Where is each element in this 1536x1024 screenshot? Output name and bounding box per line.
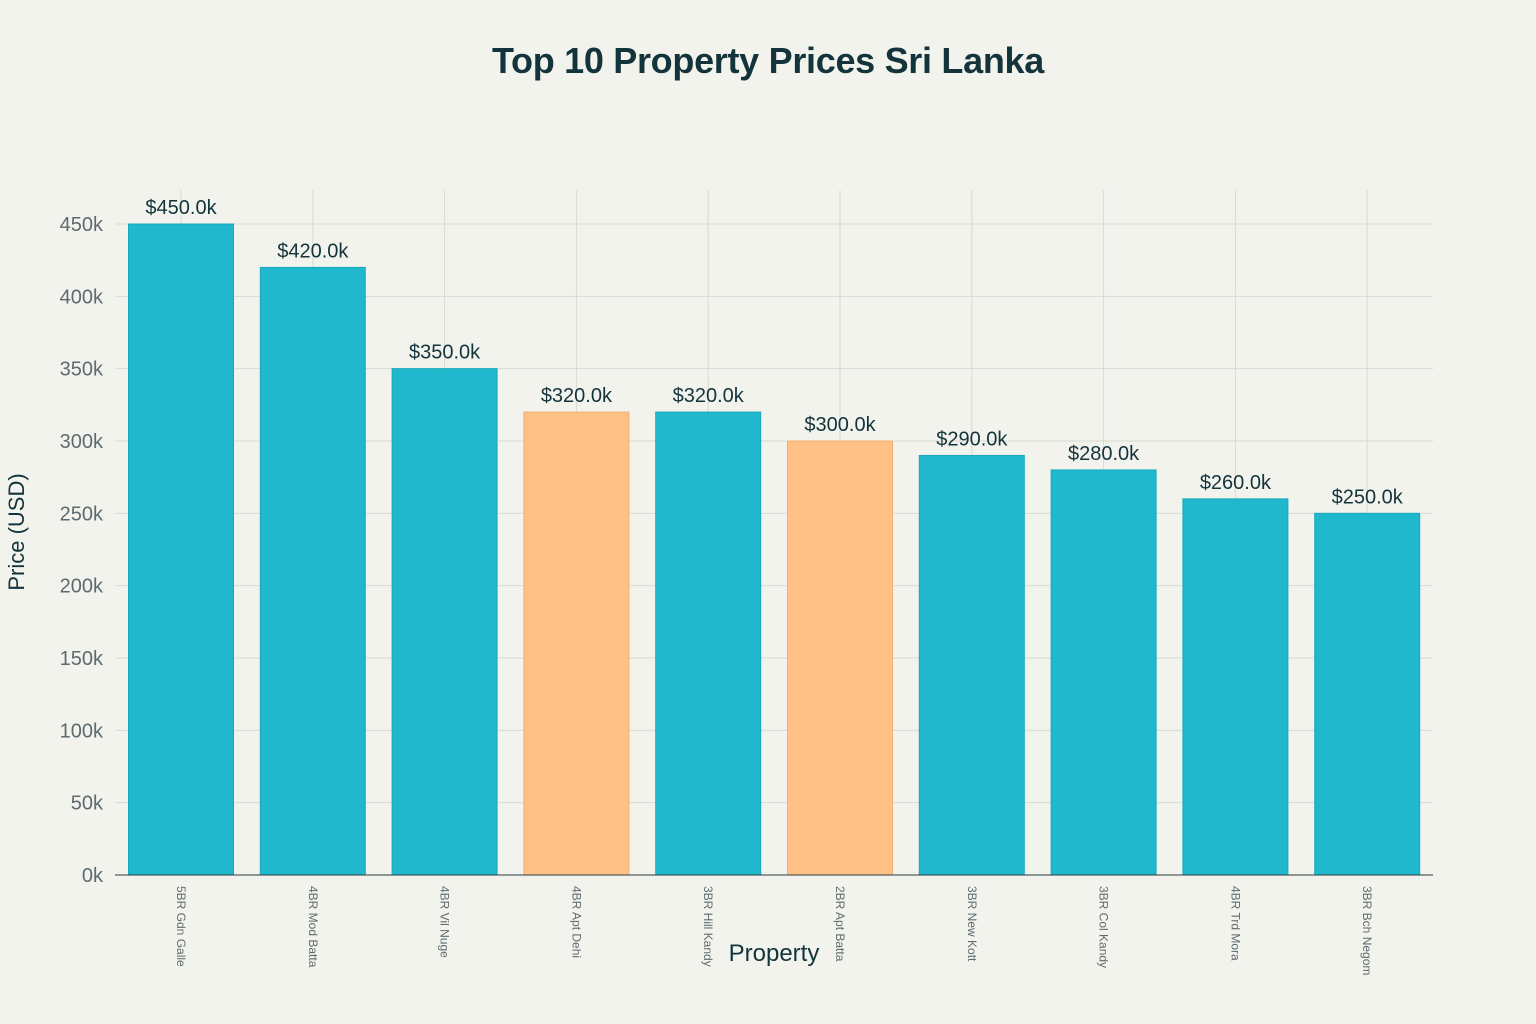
y-tick-label: 150k <box>60 648 104 670</box>
x-tick-label: 2BR Apt Batta <box>833 886 847 962</box>
x-tick-label: 3BR Bch Negom <box>1360 886 1374 975</box>
bar[interactable] <box>1182 498 1289 876</box>
data-label: $350.0k <box>409 342 481 364</box>
data-label: $290.0k <box>936 428 1008 450</box>
y-tick-label: 200k <box>60 576 104 598</box>
x-tick-label: 3BR Hill Kandy <box>701 886 715 967</box>
y-tick-label: 450k <box>60 214 104 236</box>
bar[interactable] <box>259 266 366 876</box>
x-tick-label: 4BR Apt Dehi <box>569 886 583 958</box>
x-tick-label: 4BR Vil Nuge <box>438 886 452 958</box>
data-label: $250.0k <box>1332 486 1404 508</box>
x-tick-label: 4BR Mod Batta <box>306 886 320 968</box>
y-tick-label: 100k <box>60 720 104 742</box>
bar[interactable] <box>1050 469 1157 876</box>
x-tick-label: 3BR Col Kandy <box>1097 886 1111 968</box>
y-tick-label: 50k <box>71 793 104 815</box>
bars <box>128 223 1421 876</box>
y-tick-label: 300k <box>60 431 104 453</box>
y-tick-label: 250k <box>60 503 104 525</box>
x-tick-label: 3BR New Kott <box>965 886 979 962</box>
y-axis-title: Price (USD) <box>4 473 29 590</box>
y-tick-label: 400k <box>60 286 104 308</box>
bar[interactable] <box>523 411 630 876</box>
data-label: $260.0k <box>1200 472 1272 494</box>
bar[interactable] <box>655 411 762 876</box>
bar[interactable] <box>1314 512 1421 876</box>
data-labels: $450.0k $420.0k $350.0k $320.0k $320.0k $300.… <box>145 197 1403 508</box>
data-label: $420.0k <box>277 240 349 262</box>
bar[interactable] <box>787 440 893 876</box>
y-tick-label: 0k <box>82 865 104 887</box>
x-axis-ticks: 5BR Gdn Galle 4BR Mod Batta 4BR Vil Nuge 4B… <box>174 886 1374 975</box>
data-label: $320.0k <box>673 385 745 407</box>
data-label: $280.0k <box>1068 443 1140 465</box>
chart-title: Top 10 Property Prices Sri Lanka <box>492 40 1044 81</box>
y-tick-label: 350k <box>60 359 104 381</box>
data-label: $300.0k <box>804 414 876 436</box>
x-tick-label: 4BR Trd Mora <box>1228 886 1242 961</box>
y-axis-ticks: 0k 50k 100k 150k 200k 250k 300k 350k 400k 450k <box>60 214 104 887</box>
bar[interactable] <box>391 368 498 876</box>
x-tick-label: 5BR Gdn Galle <box>174 886 188 967</box>
x-axis-title: Property <box>729 940 820 967</box>
bar[interactable] <box>918 454 1025 876</box>
data-label: $320.0k <box>541 385 613 407</box>
data-label: $450.0k <box>145 197 217 219</box>
bar[interactable] <box>128 223 234 876</box>
